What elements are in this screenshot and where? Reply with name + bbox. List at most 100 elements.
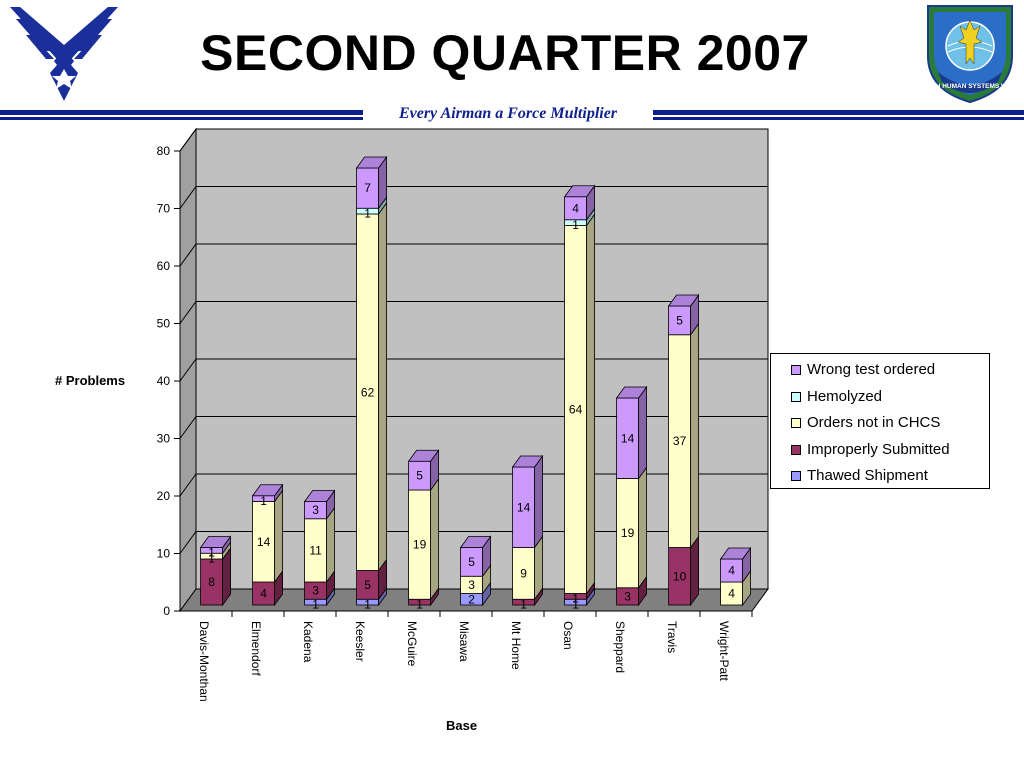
y-tick-label: 70 (157, 202, 171, 216)
gridline (179, 128, 768, 152)
legend-item: Orders not in CHCS (791, 410, 989, 437)
data-label: 1 (208, 551, 215, 565)
data-label: 11 (309, 543, 322, 557)
y-tick-label: 50 (157, 317, 171, 331)
bar-segment-side (690, 535, 699, 607)
x-tick-label: McGuire (405, 621, 419, 667)
data-label: 62 (361, 385, 375, 399)
bar-segment-side (638, 385, 647, 480)
data-label: 14 (257, 535, 271, 549)
tagline: Every Airman a Force Multiplier (363, 102, 653, 124)
legend-item: Improperly Submitted (791, 437, 989, 464)
legend-label: Hemolyzed (807, 387, 883, 405)
air-force-logo (10, 7, 118, 101)
stacked-bar-chart: 01020304050607080811Davis-Monthan4141Elm… (157, 127, 769, 702)
x-tick-label: Kadena (301, 621, 315, 663)
data-label: 14 (517, 500, 531, 514)
emblem-text: 311TH HUMAN SYSTEMS WING (921, 83, 1019, 90)
legend-swatch (791, 471, 801, 481)
legend-item: Thawed Shipment (791, 463, 989, 490)
bar-segment-side (638, 466, 647, 589)
data-label: 4 (728, 564, 735, 578)
bar-top (511, 455, 544, 468)
y-tick-label: 0 (163, 604, 170, 618)
x-tick-label: Sheppard (613, 621, 627, 673)
legend-label: Orders not in CHCS (807, 414, 941, 431)
x-tick-label: Mt Home (509, 621, 523, 670)
bar-top (615, 386, 648, 399)
bar-segment-side (274, 489, 284, 584)
bar-top (667, 294, 700, 307)
bar-top (563, 185, 596, 198)
data-label: 64 (569, 403, 583, 417)
data-label: 2 (468, 592, 475, 606)
data-label: 19 (621, 526, 635, 540)
bar-top (199, 536, 232, 548)
data-label: 3 (312, 503, 319, 517)
x-tick-label: Misawa (457, 621, 471, 662)
data-label: 1 (364, 597, 371, 611)
data-label: 8 (208, 575, 215, 589)
bar-top (719, 547, 752, 560)
data-label: 37 (673, 434, 687, 448)
wing-emblem-logo: 311TH HUMAN SYSTEMS WING (921, 5, 1019, 104)
y-tick-label: 10 (157, 547, 171, 561)
data-label: 3 (624, 589, 631, 603)
bar-segment-side (586, 213, 595, 595)
bar-segment-side (378, 201, 388, 572)
y-tick-label: 60 (157, 259, 171, 273)
data-label: 10 (673, 569, 687, 583)
y-tick-label: 40 (157, 374, 171, 388)
data-label: 1 (312, 597, 319, 611)
data-label: 19 (413, 538, 427, 552)
x-axis-label: Base (446, 718, 478, 733)
legend-label: Improperly Submitted (807, 440, 950, 458)
data-label: 1 (572, 592, 579, 606)
data-label: 1 (208, 546, 215, 560)
bar-top (355, 156, 388, 169)
x-tick-label: Keesler (353, 621, 367, 662)
data-label: 5 (468, 555, 475, 569)
data-label: 5 (364, 578, 371, 592)
legend-label: Thawed Shipment (807, 467, 928, 484)
data-label: 1 (520, 597, 527, 611)
data-label: 4 (728, 587, 735, 601)
legend-swatch (791, 391, 801, 402)
bar-segment-side (326, 506, 336, 584)
bar-top (303, 490, 336, 502)
data-label: 14 (621, 431, 635, 445)
y-tick-label: 80 (157, 144, 171, 158)
y-tick-label: 20 (157, 489, 171, 503)
data-label: 1 (572, 218, 579, 232)
bar-segment-side (430, 477, 440, 601)
data-label: 3 (312, 584, 319, 598)
data-label: 3 (468, 578, 475, 592)
bar-top (251, 484, 284, 497)
bar-top (459, 536, 492, 548)
data-label: 7 (364, 181, 371, 195)
legend-swatch (791, 418, 801, 428)
x-tick-label: Elmendorf (249, 621, 263, 676)
data-label: 1 (572, 597, 579, 611)
data-label: 4 (260, 587, 267, 601)
x-tick-label: Osan (561, 621, 575, 650)
x-tick-label: Wright-Patt (717, 621, 731, 681)
page-title: SECOND QUARTER 2007 (200, 25, 810, 81)
legend-item: Wrong test ordered (791, 357, 989, 384)
y-axis-label: # Problems (55, 373, 126, 388)
x-tick-label: Travis (665, 621, 679, 653)
data-label: 5 (416, 469, 423, 483)
bar-top (407, 449, 440, 462)
legend-item: Hemolyzed (791, 384, 989, 411)
data-label: 1 (364, 206, 371, 220)
legend-swatch (791, 444, 801, 455)
data-label: 9 (520, 566, 527, 580)
data-label: 1 (260, 494, 267, 508)
bar-segment-side (534, 454, 543, 549)
x-tick-label: Davis-Monthan (197, 621, 211, 702)
chart-legend: Wrong test ordered Hemolyzed Orders not in… (770, 353, 990, 489)
legend-label: Wrong test ordered (807, 361, 936, 378)
data-label: 5 (676, 313, 683, 327)
legend-swatch (791, 365, 801, 375)
y-tick-label: 30 (157, 432, 171, 446)
